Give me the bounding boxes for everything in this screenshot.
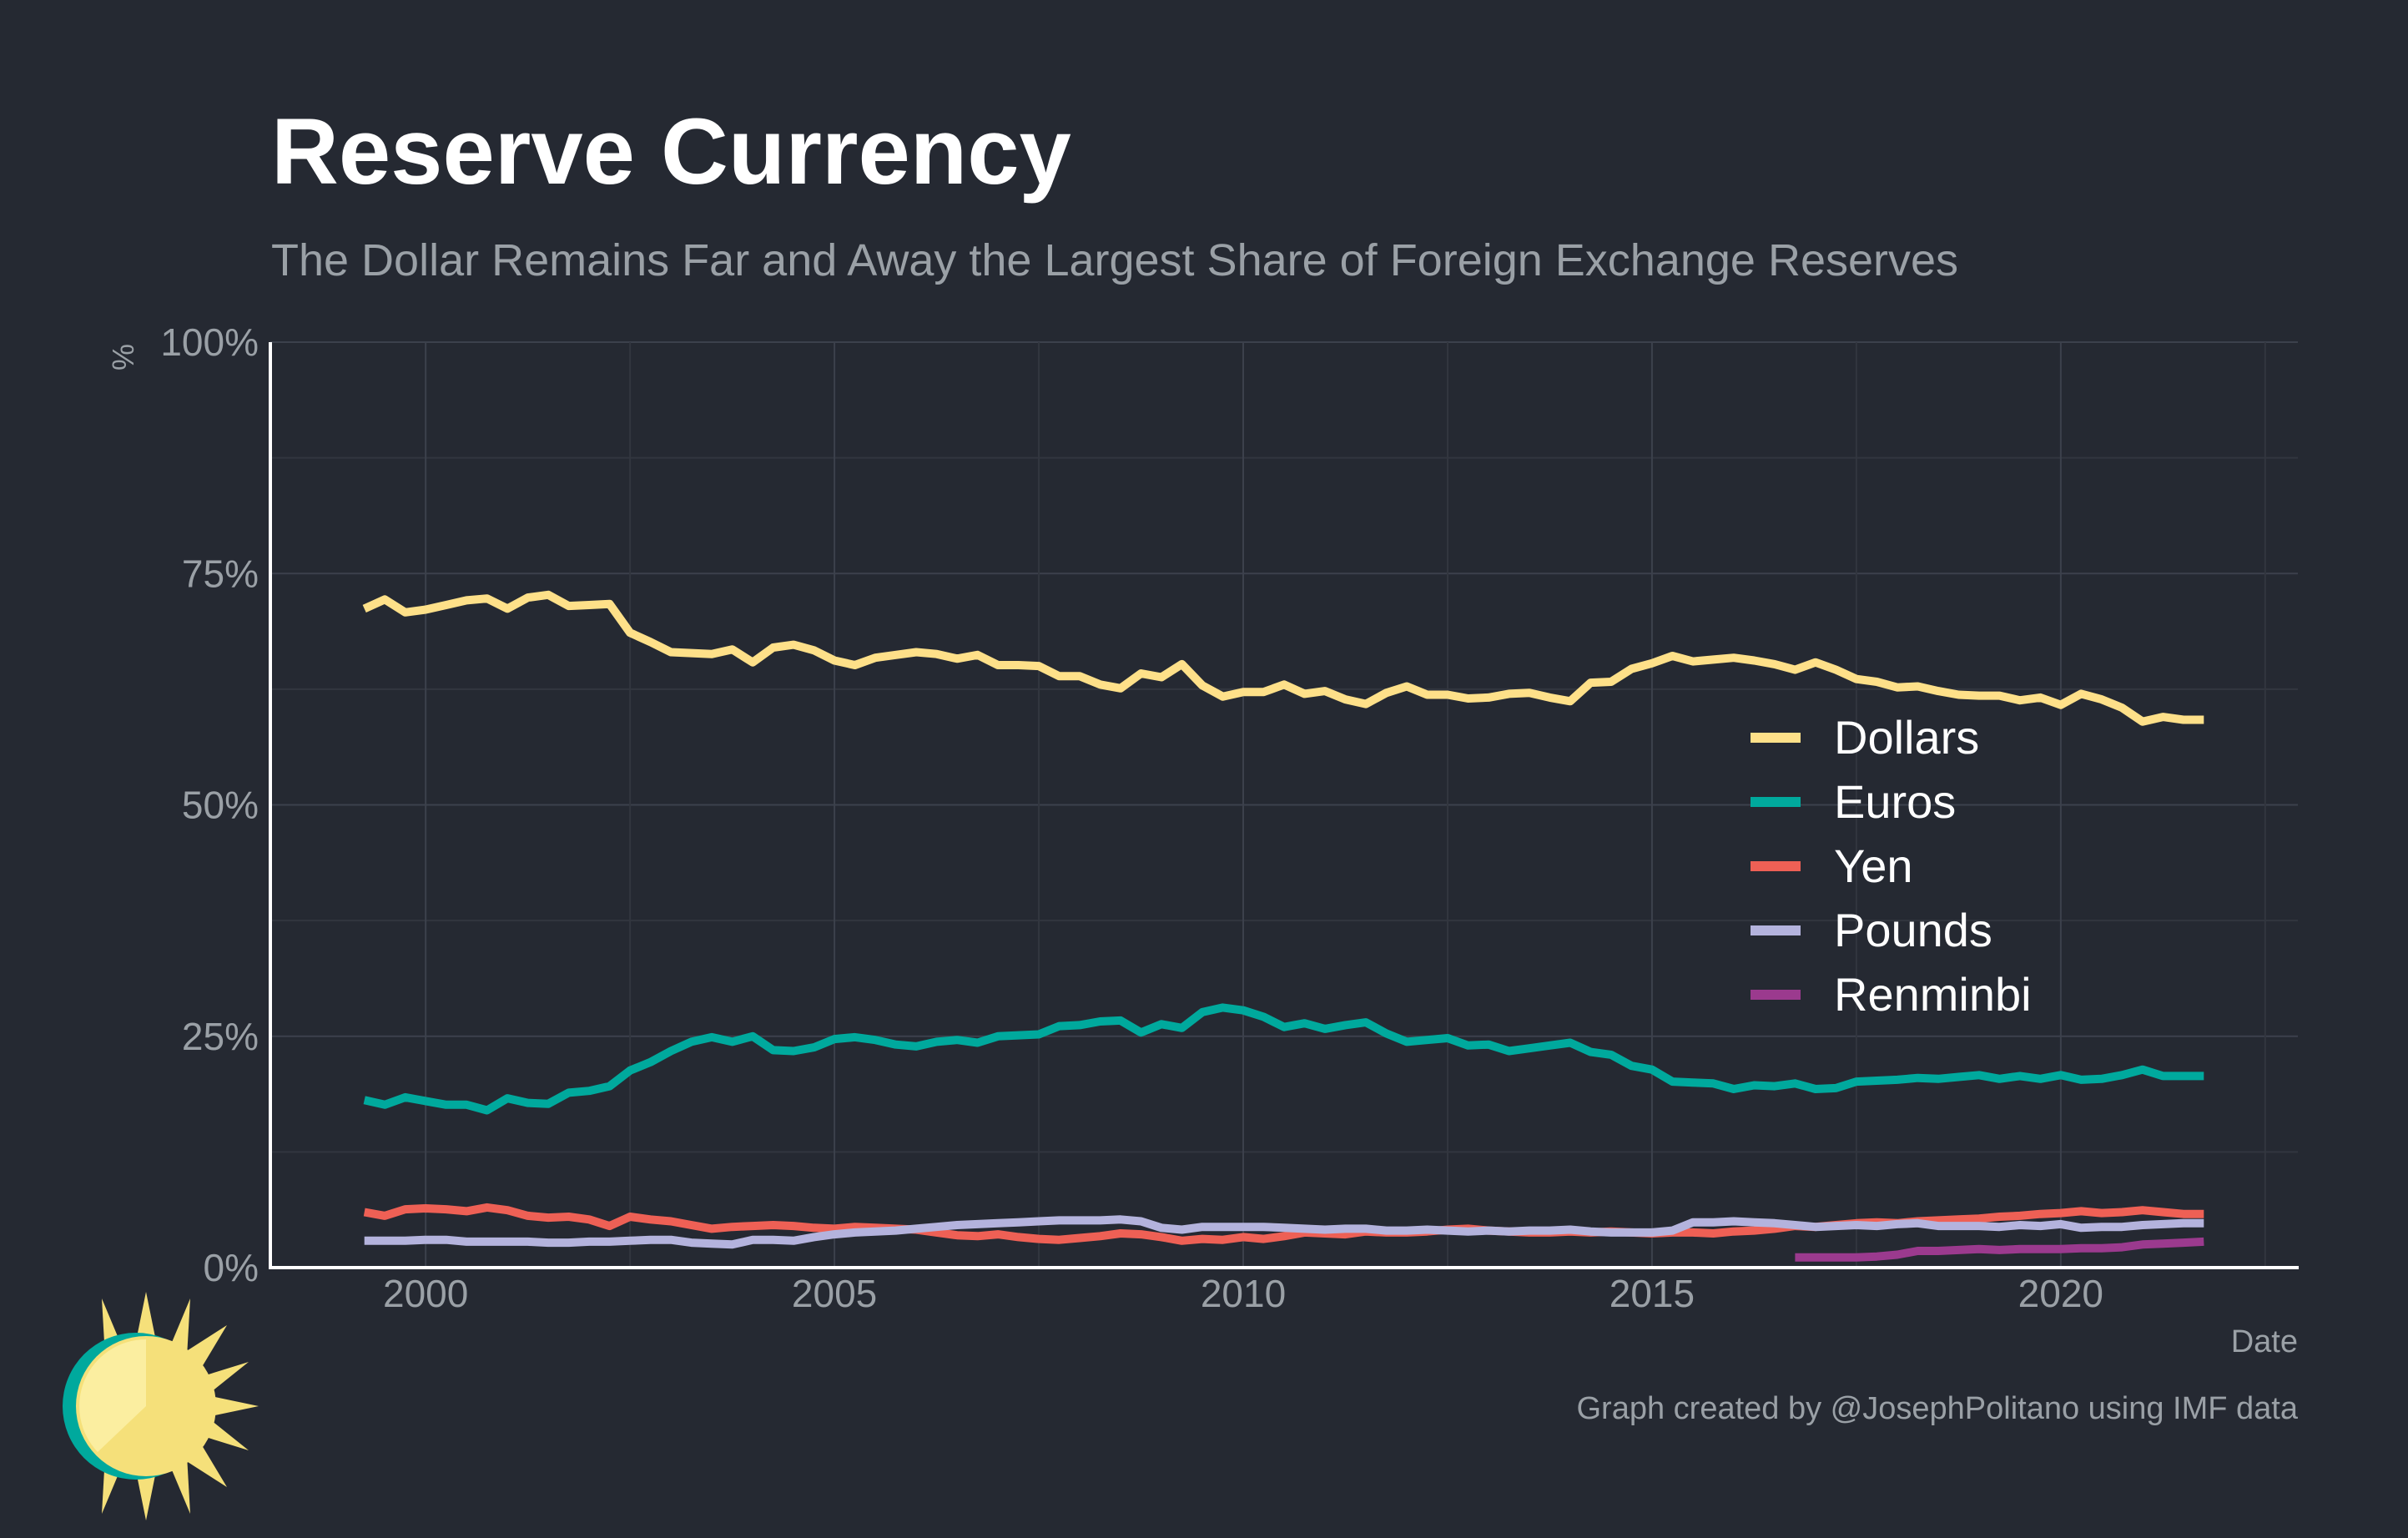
y-tick-label: 75%: [182, 552, 259, 595]
y-tick-label: 25%: [182, 1015, 259, 1058]
chart-subtitle: The Dollar Remains Far and Away the Larg…: [271, 235, 1958, 285]
x-tick-label: 2005: [792, 1272, 877, 1315]
x-tick-label: 2015: [1610, 1272, 1695, 1315]
sun-highlight: [79, 1339, 146, 1452]
x-axis-ticks: 2000 2005 2010 2015 2020: [383, 1272, 2103, 1315]
y-axis-label: %: [106, 344, 140, 371]
legend-label-yen: Yen: [1834, 840, 1913, 892]
series-line-renminbi: [1795, 1237, 2204, 1262]
x-tick-label: 2020: [2018, 1272, 2103, 1315]
y-tick-label: 0%: [204, 1246, 259, 1289]
series-lines: [362, 590, 2204, 1262]
sun-logo: [63, 1292, 259, 1520]
x-tick-label: 2010: [1201, 1272, 1286, 1315]
chart-title: Reserve Currency: [271, 99, 1071, 204]
x-axis-label: Date: [2231, 1324, 2298, 1359]
legend-label-pounds: Pounds: [1834, 904, 1992, 956]
y-tick-label: 100%: [160, 320, 259, 364]
series-line-dollars: [362, 590, 2204, 726]
legend-label-euros: Euros: [1834, 775, 1956, 828]
series-line-pounds: [364, 1215, 2204, 1249]
y-axis-ticks: 0% 25% 50% 75% 100%: [160, 320, 259, 1289]
legend: Dollars Euros Yen Pounds Renminbi: [1751, 711, 2032, 1021]
x-tick-label: 2000: [383, 1272, 468, 1315]
plot-panel: 0% 25% 50% 75% 100% 2000 2005 2010 2015 2020: [160, 320, 2299, 1315]
grid: [270, 341, 2298, 1268]
y-tick-label: 50%: [182, 784, 259, 827]
series-line-euros: [363, 1003, 2204, 1115]
caption: Graph created by @JosephPolitano using I…: [1577, 1391, 2299, 1426]
legend-label-dollars: Dollars: [1834, 711, 1979, 764]
legend-label-renminbi: Renminbi: [1834, 968, 2032, 1021]
